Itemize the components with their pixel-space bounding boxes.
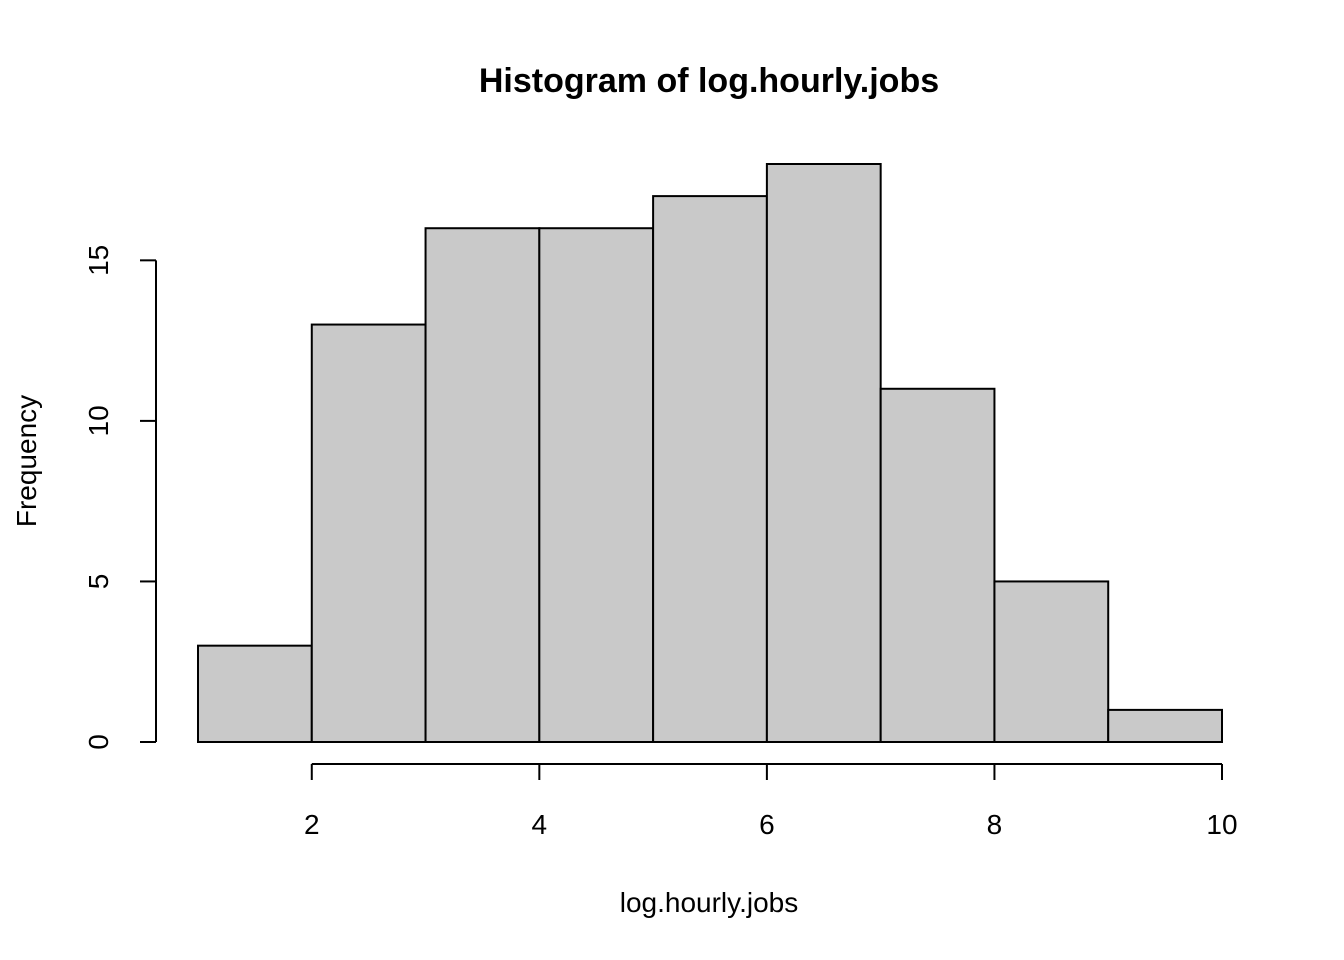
y-axis: 0 5 10 15 [83,245,157,750]
y-tick-label-10: 10 [83,405,114,436]
chart-title: Histogram of log.hourly.jobs [479,62,939,100]
histogram-bar-9 [1107,708,1223,744]
histogram-bar-4 [538,227,655,743]
histogram-bar-6 [765,163,882,743]
x-tick-label-2: 2 [304,809,320,840]
histogram-bar-3 [424,227,541,743]
histogram-bar-5 [652,195,768,744]
x-axis: 2 4 6 8 10 [304,763,1238,840]
histogram-bar-8 [993,580,1110,744]
x-tick-label-4: 4 [532,809,548,840]
y-tick-label-15: 15 [83,245,114,276]
y-tick-label-0: 0 [83,734,114,750]
y-tick-label-5: 5 [83,574,114,590]
histogram-bar-2 [310,323,427,743]
x-tick-label-8: 8 [987,809,1003,840]
histogram-bar-1 [197,644,313,744]
bars-group [197,163,1223,744]
x-axis-label: log.hourly.jobs [620,887,798,918]
y-axis-label: Frequency [11,395,42,527]
x-tick-label-10: 10 [1206,809,1237,840]
histogram-bar-7 [879,387,996,743]
x-tick-label-6: 6 [759,809,775,840]
